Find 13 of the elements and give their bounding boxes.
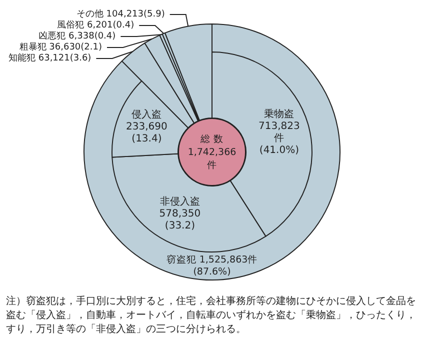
slice-label: 乗物盗 — [264, 108, 294, 120]
slice-label: 凶悪犯 6,338(0.4) — [38, 30, 116, 42]
data-label: 713,823 件 (41.0%) — [258, 120, 300, 156]
text: 注）窃盗犯は，手口別に大別すると，住宅，会社事務所等の建物にひそかに侵入して金品を盗む「侵入盗」，自動車，オートバイ，自転車のいずれかを盗む「乗物盗」，ひったくり，すり，万引き等の「非侵入盗」の三つに分けられる。 — [6, 295, 417, 337]
slice-label: 非侵入盗 — [160, 196, 200, 208]
slice-label: 窃盗犯 1,525,863件 (87.6%) — [166, 254, 258, 278]
slice-label: 知能犯 63,121(3.6) — [8, 52, 92, 64]
data-label: 578,350 (33.2) — [159, 208, 201, 232]
slice-label: その他 104,213(5.9) — [76, 8, 165, 20]
slice-label: 侵入盗 — [132, 108, 162, 120]
slice-label: 粗暴犯 36,630(2.1) — [19, 41, 102, 52]
data-label: 233,690 (13.4) — [126, 121, 168, 144]
slice-label: 風俗犯 6,201(0.4) — [57, 19, 134, 30]
